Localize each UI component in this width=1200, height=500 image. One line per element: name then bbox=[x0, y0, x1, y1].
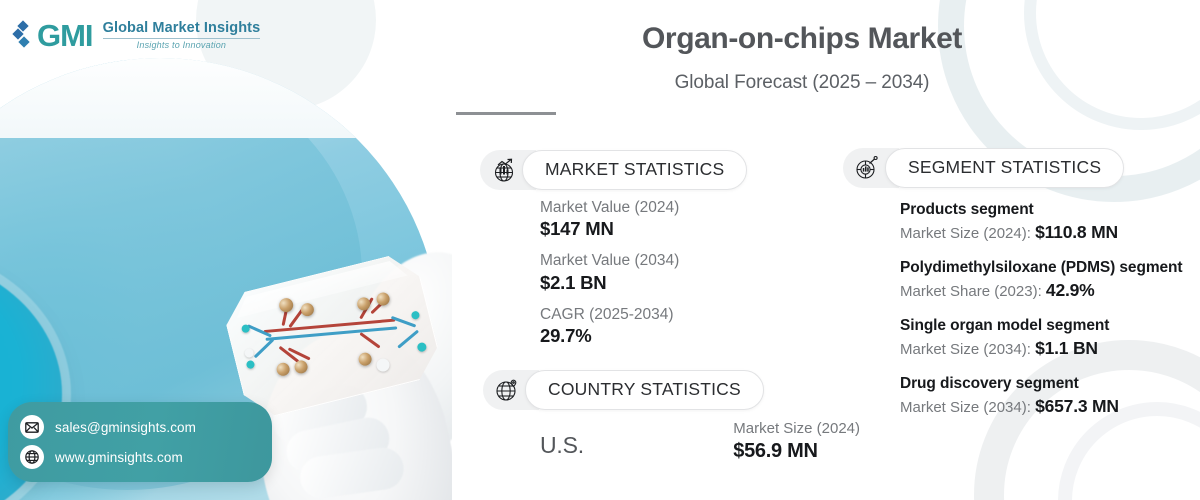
segment-row: Drug discovery segment Market Size (2034… bbox=[900, 374, 1192, 419]
segment-metric-label: Market Share (2023): bbox=[900, 283, 1046, 301]
market-stat-row: CAGR (2025-2034) 29.7% bbox=[540, 305, 679, 348]
segment-name: Polydimethylsiloxane (PDMS) segment bbox=[900, 258, 1183, 276]
gmi-logo[interactable]: GMI Global Market Insights Insights to I… bbox=[12, 18, 261, 53]
market-stat-row: Market Value (2034) $2.1 BN bbox=[540, 251, 679, 294]
country-name: U.S. bbox=[540, 432, 584, 458]
market-stat-value: $147 MN bbox=[540, 218, 614, 240]
logo-tagline: Insights to Innovation bbox=[136, 40, 227, 51]
country-statistics-label: COUNTRY STATISTICS bbox=[525, 370, 764, 410]
segment-metric: Market Size (2034): $657.3 MN bbox=[900, 394, 1192, 419]
segment-name: Single organ model segment bbox=[900, 316, 1110, 334]
envelope-icon bbox=[20, 415, 44, 439]
segment-name: Products segment bbox=[900, 201, 1034, 218]
segment-metric: Market Size (2024): $110.8 MN bbox=[900, 220, 1192, 245]
logo-divider bbox=[102, 38, 261, 40]
logo-initials: GMI bbox=[37, 18, 94, 53]
segment-metric-label: Market Size (2034): bbox=[900, 399, 1036, 416]
market-stat-row: Market Value (2024) $147 MN bbox=[540, 198, 679, 241]
globe-icon bbox=[20, 445, 44, 469]
contact-website: www.gminsights.com bbox=[55, 449, 183, 465]
segment-metric-label: Market Size (2034): bbox=[900, 341, 1036, 359]
segment-statistics-label: SEGMENT STATISTICS bbox=[885, 148, 1125, 188]
logo-diamond-mark bbox=[12, 19, 30, 51]
contact-email-row[interactable]: sales@gminsights.com bbox=[20, 412, 260, 442]
country-statistics-header: COUNTRY STATISTICS bbox=[483, 370, 764, 410]
segment-row: Products segment Market Size (2024): $11… bbox=[900, 200, 1192, 245]
market-statistics-body: Market Value (2024) $147 MN Market Value… bbox=[540, 198, 679, 358]
segment-metric-value: 42.9% bbox=[1045, 280, 1095, 301]
contact-website-row[interactable]: www.gminsights.com bbox=[20, 442, 260, 472]
segment-metric-value: $110.8 MN bbox=[1035, 222, 1118, 243]
country-statistics-body: U.S. Market Size (2024) $56.9 MN bbox=[540, 420, 860, 463]
market-stat-label: Market Value (2034) bbox=[540, 252, 680, 270]
page-subtitle: Global Forecast (2025 – 2034) bbox=[674, 72, 930, 93]
segment-row: Single organ model segment Market Size (… bbox=[900, 316, 1192, 361]
market-stat-label: CAGR (2025-2034) bbox=[540, 305, 674, 323]
segment-metric: Market Size (2034): $1.1 BN bbox=[900, 336, 1192, 361]
market-stat-label: Market Value (2024) bbox=[540, 199, 680, 216]
contact-email: sales@gminsights.com bbox=[55, 419, 197, 435]
segment-row: Polydimethylsiloxane (PDMS) segment Mark… bbox=[900, 258, 1192, 303]
country-metric-label: Market Size (2024) bbox=[733, 420, 860, 437]
logo-wordmark: Global Market Insights Insights to Innov… bbox=[102, 19, 261, 51]
logo-company-name: Global Market Insights bbox=[102, 19, 261, 36]
market-statistics-label: MARKET STATISTICS bbox=[522, 150, 748, 190]
segment-metric-label: Market Size (2024): bbox=[900, 225, 1036, 243]
contact-panel: sales@gminsights.com www.gminsights.com bbox=[8, 402, 272, 482]
segment-statistics-body: Products segment Market Size (2024): $11… bbox=[900, 200, 1192, 432]
country-metric: Market Size (2024) $56.9 MN bbox=[733, 420, 860, 463]
segment-metric-value: $1.1 BN bbox=[1035, 338, 1098, 359]
page-title: Organ-on-chips Market bbox=[642, 22, 962, 55]
photo-white-highlight bbox=[0, 58, 440, 138]
segment-name: Drug discovery segment bbox=[900, 374, 1079, 392]
country-metric-value: $56.9 MN bbox=[733, 440, 818, 462]
header: Organ-on-chips Market Global Forecast (2… bbox=[452, 22, 1152, 115]
segment-metric: Market Share (2023): 42.9% bbox=[900, 278, 1192, 303]
market-statistics-header: MARKET STATISTICS bbox=[480, 150, 748, 190]
market-stat-value: $2.1 BN bbox=[540, 271, 607, 293]
segment-statistics-header: SEGMENT STATISTICS bbox=[843, 148, 1125, 188]
header-divider bbox=[456, 112, 556, 115]
segment-metric-value: $657.3 MN bbox=[1035, 396, 1119, 416]
market-stat-value: 29.7% bbox=[540, 325, 592, 347]
